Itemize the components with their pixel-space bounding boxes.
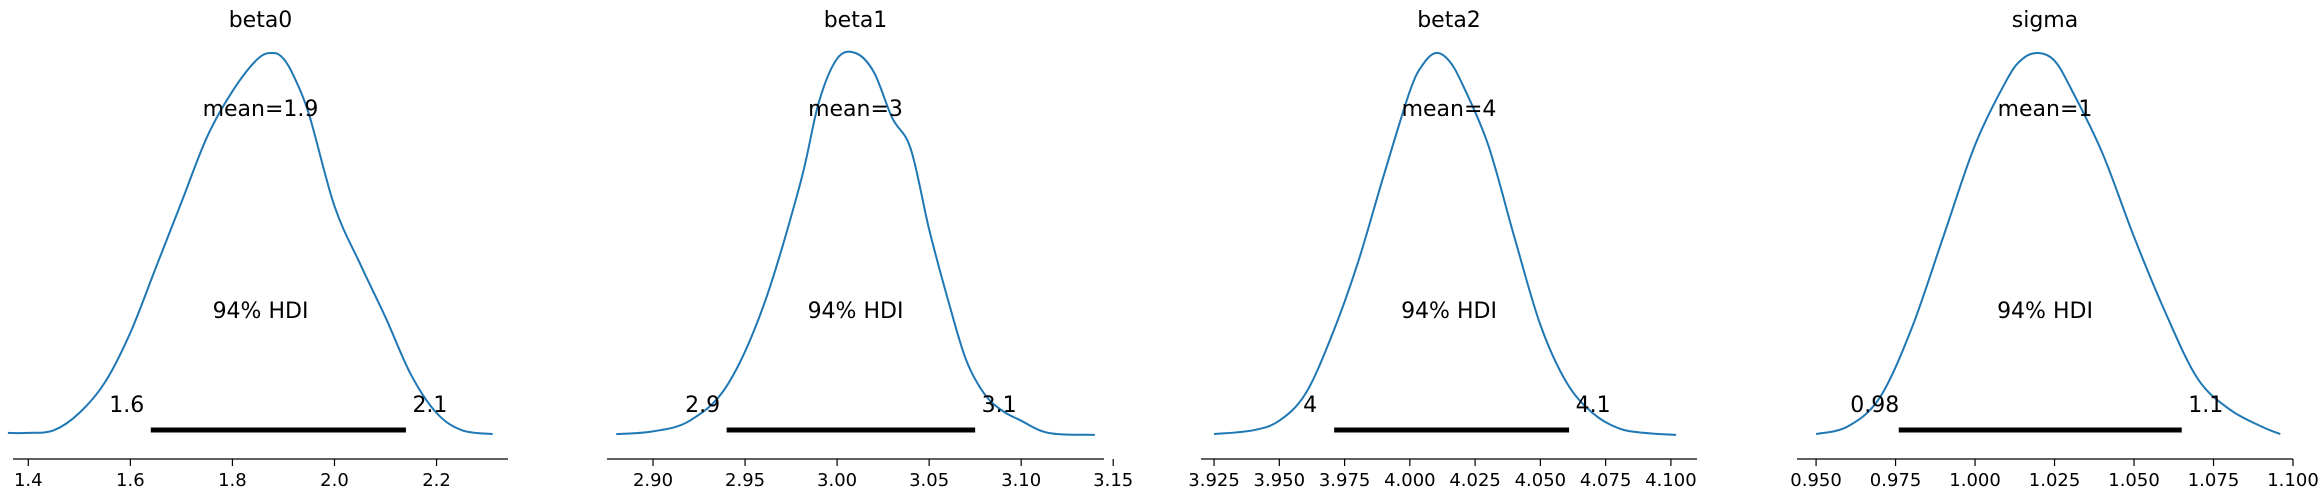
x-tick-label: 3.15: [1093, 470, 1133, 491]
x-tick-label: 1.000: [1949, 470, 2001, 491]
mean-label: mean=1: [1998, 97, 2093, 122]
hdi-upper-label: 4.1: [1576, 393, 1611, 418]
x-tick-label: 1.100: [2267, 470, 2319, 491]
x-tick-label: 1.025: [2029, 470, 2081, 491]
panel-title: sigma: [2012, 8, 2078, 33]
density-curve: [616, 50, 1095, 436]
x-tick-label: 0.950: [1790, 470, 1842, 491]
mean-label: mean=1.9: [203, 97, 319, 122]
x-tick-label: 2.95: [725, 470, 765, 491]
panel-beta1: 2.90 2.95 3.00 3.05 3.10 3.15 2.9 3.1 beta1 mean=…: [607, 8, 1133, 491]
panel-beta2: 3.925 3.950 3.975 4.000 4.025 4.050 4.075 4.100…: [1188, 8, 1697, 491]
hdi-lower-label: 0.98: [1850, 393, 1899, 418]
x-tick-label: 4.050: [1515, 470, 1567, 491]
x-tick-label: 2.90: [633, 470, 673, 491]
panel-title: beta0: [229, 8, 293, 33]
x-tick-label: 3.925: [1188, 470, 1240, 491]
x-tick-label: 1.4: [14, 470, 43, 491]
hdi-upper-label: 3.1: [982, 393, 1017, 418]
panel-beta0: 1.4 1.6 1.8 2.0 2.2 1.6 2.1 beta0 mean=1.9 94% HD…: [7, 8, 508, 491]
x-tick-label: 2.2: [422, 470, 451, 491]
mean-label: mean=4: [1402, 97, 1497, 122]
density-curve: [1213, 51, 1677, 436]
x-tick-label: 1.075: [2188, 470, 2240, 491]
panel-sigma: 0.950 0.975 1.000 1.025 1.050 1.075 1.100 0.98 1…: [1790, 8, 2318, 491]
hdi-lower-label: 4: [1303, 393, 1317, 418]
hdi-label: 94% HDI: [808, 299, 904, 324]
density-curve: [7, 51, 493, 436]
panel-title: beta2: [1417, 8, 1481, 33]
x-tick-label: 3.00: [817, 470, 857, 491]
x-tick-label: 4.100: [1645, 470, 1697, 491]
hdi-lower-label: 1.6: [109, 393, 144, 418]
hdi-label: 94% HDI: [1997, 299, 2093, 324]
x-tick-label: 4.000: [1384, 470, 1436, 491]
x-tick-label: 3.975: [1319, 470, 1371, 491]
mean-label: mean=3: [808, 97, 903, 122]
x-tick-label: 3.05: [909, 470, 949, 491]
x-tick-label: 0.975: [1870, 470, 1922, 491]
density-curve: [1815, 51, 2281, 436]
hdi-label: 94% HDI: [1401, 299, 1497, 324]
hdi-upper-label: 1.1: [2188, 393, 2223, 418]
x-tick-label: 4.075: [1580, 470, 1632, 491]
hdi-label: 94% HDI: [213, 299, 309, 324]
x-tick-label: 1.050: [2108, 470, 2160, 491]
x-tick-label: 4.025: [1449, 470, 1501, 491]
panel-title: beta1: [824, 8, 888, 33]
x-tick-label: 1.6: [116, 470, 145, 491]
x-tick-label: 1.8: [218, 470, 247, 491]
x-tick-label: 2.0: [320, 470, 349, 491]
x-tick-label: 3.10: [1001, 470, 1041, 491]
hdi-upper-label: 2.1: [412, 393, 447, 418]
hdi-lower-label: 2.9: [685, 393, 720, 418]
x-tick-label: 3.950: [1254, 470, 1306, 491]
